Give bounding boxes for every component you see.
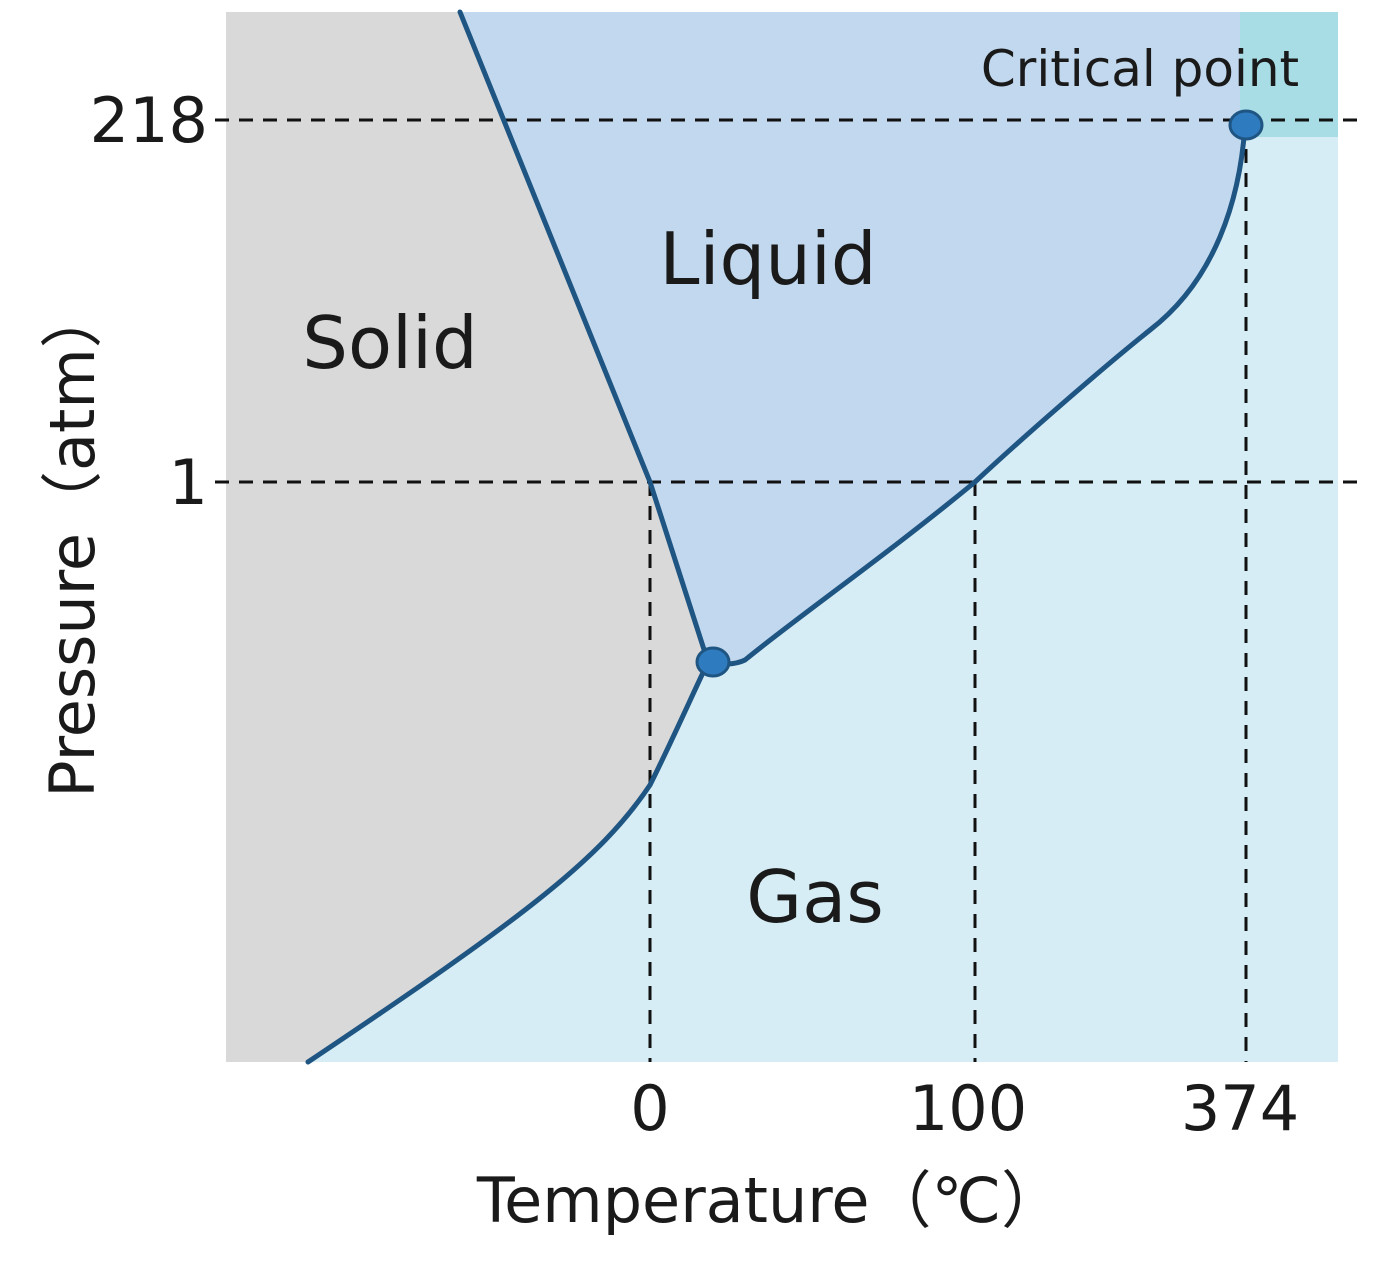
- y-tick-1: 1: [169, 446, 208, 519]
- x-tick-374: 374: [1181, 1072, 1299, 1145]
- phase-boundaries: [305, 9, 1248, 1065]
- vaporization-curve: [705, 122, 1248, 667]
- triple-point-marker: [695, 646, 731, 678]
- solid-label: Solid: [302, 301, 477, 385]
- critical-point-label: Critical point: [981, 40, 1299, 98]
- melting-curve: [457, 9, 711, 665]
- x-tick-0: 0: [630, 1072, 669, 1145]
- x-tick-100: 100: [909, 1072, 1027, 1145]
- x-axis-title: Temperature（℃）: [476, 1164, 1063, 1237]
- critical-point-marker: [1228, 109, 1264, 141]
- sublimation-curve: [305, 659, 711, 1065]
- gas-label: Gas: [746, 855, 883, 939]
- solid-region: [226, 12, 708, 1062]
- y-axis-title: Pressure（atm）: [36, 286, 109, 797]
- guide-lines: [215, 118, 1360, 1062]
- liquid-label: Liquid: [659, 217, 876, 301]
- y-tick-218: 218: [90, 84, 208, 157]
